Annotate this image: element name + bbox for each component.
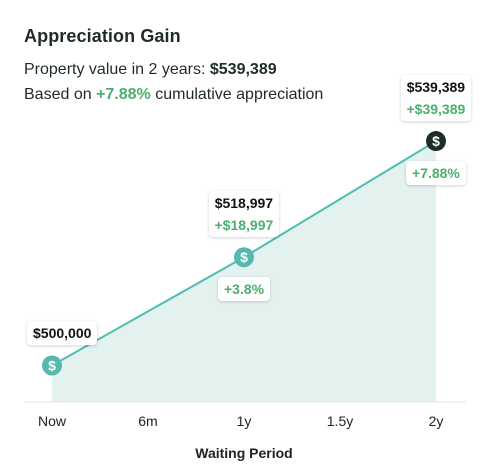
x-tick-label: 2y [429, 413, 444, 429]
dollar-icon: $ [426, 131, 446, 152]
data-value-label: $500,000 [33, 325, 92, 342]
percent-label: +7.88% [412, 165, 460, 182]
data-value-label: $518,997 [214, 195, 274, 212]
value-callout: $518,997 +$18,997 [208, 191, 280, 238]
value-callout: $500,000 [27, 321, 98, 346]
data-point-marker [234, 247, 254, 268]
appreciation-suffix: cumulative appreciation [150, 86, 324, 103]
x-tick-label: 6m [138, 413, 157, 429]
data-gain-label: +$18,997 [214, 217, 274, 234]
x-tick-label: Now [38, 413, 67, 429]
property-value: $539,389 [209, 61, 277, 78]
percent-label: +3.8% [224, 281, 265, 298]
dollar-icon: $ [42, 355, 62, 376]
dollar-glyph: $ [432, 133, 440, 149]
dollar-glyph: $ [240, 249, 248, 265]
chart-title: Appreciation Gain [24, 26, 181, 46]
appreciation-percent: +7.88% [96, 86, 151, 103]
percent-callout: +3.8% [218, 277, 271, 302]
data-point-marker [426, 131, 446, 152]
appreciation-prefix: Based on [24, 86, 97, 103]
property-value-line: Property value in 2 years: $539,389 [24, 61, 277, 79]
appreciation-line: Based on +7.88% cumulative appreciation [24, 86, 323, 104]
percent-callout: +7.88% [406, 161, 466, 186]
x-axis-label: Waiting Period [195, 445, 292, 461]
dollar-glyph: $ [48, 357, 56, 373]
area-fill [52, 141, 436, 402]
property-value-prefix: Property value in 2 years: [24, 61, 210, 78]
data-gain-label: +$39,389 [406, 101, 466, 118]
x-tick-label: 1y [237, 413, 252, 429]
data-point-marker [42, 355, 62, 376]
dollar-icon: $ [234, 247, 254, 268]
x-tick-label: 1.5y [327, 413, 353, 429]
value-callout: $539,389 +$39,389 [400, 75, 472, 122]
data-value-label: $539,389 [406, 79, 466, 96]
